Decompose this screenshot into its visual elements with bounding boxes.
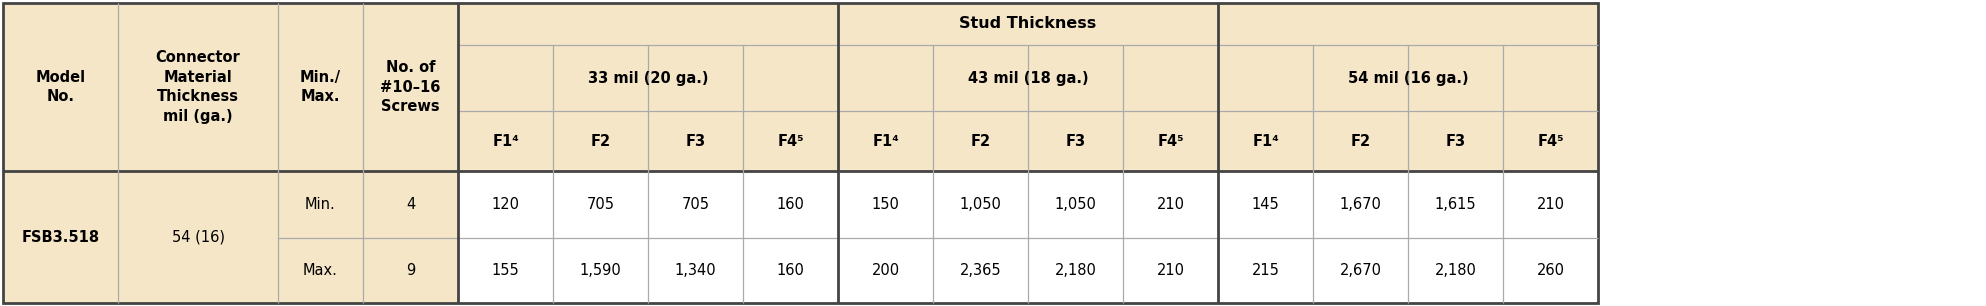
Text: 160: 160 <box>777 197 804 212</box>
Text: Stud Thickness: Stud Thickness <box>959 17 1096 32</box>
Text: F1⁴: F1⁴ <box>1251 133 1279 148</box>
Text: F4⁵: F4⁵ <box>777 133 804 148</box>
Text: F4⁵: F4⁵ <box>1158 133 1184 148</box>
Text: Max.: Max. <box>304 263 338 278</box>
Text: Min./
Max.: Min./ Max. <box>300 69 342 104</box>
Text: 2,670: 2,670 <box>1339 263 1382 278</box>
Text: 215: 215 <box>1251 263 1279 278</box>
Text: 210: 210 <box>1537 197 1565 212</box>
Text: 2,365: 2,365 <box>959 263 1001 278</box>
Text: F1⁴: F1⁴ <box>493 133 518 148</box>
Text: 9: 9 <box>405 263 415 278</box>
Text: 210: 210 <box>1156 197 1184 212</box>
Text: Min.: Min. <box>306 197 336 212</box>
Text: 2,180: 2,180 <box>1434 263 1476 278</box>
Text: 160: 160 <box>777 263 804 278</box>
Text: F3: F3 <box>1446 133 1466 148</box>
Text: 210: 210 <box>1156 263 1184 278</box>
Text: F1⁴: F1⁴ <box>872 133 900 148</box>
Bar <box>4 3 1599 303</box>
Text: 1,615: 1,615 <box>1434 197 1476 212</box>
Text: F2: F2 <box>971 133 991 148</box>
Text: F3: F3 <box>1064 133 1086 148</box>
Text: FSB3.518: FSB3.518 <box>22 230 99 244</box>
Text: 1,670: 1,670 <box>1341 197 1382 212</box>
Text: 1,340: 1,340 <box>675 263 717 278</box>
Bar <box>459 171 1599 303</box>
Text: 1,590: 1,590 <box>580 263 622 278</box>
Bar <box>4 3 1599 303</box>
Text: 155: 155 <box>493 263 520 278</box>
Text: 4: 4 <box>405 197 415 212</box>
Text: 120: 120 <box>491 197 520 212</box>
Text: F2: F2 <box>1350 133 1370 148</box>
Text: 705: 705 <box>586 197 614 212</box>
Text: 33 mil (20 ga.): 33 mil (20 ga.) <box>588 70 709 85</box>
Text: 43 mil (18 ga.): 43 mil (18 ga.) <box>967 70 1088 85</box>
Text: 200: 200 <box>872 263 900 278</box>
Text: No. of
#10–16
Screws: No. of #10–16 Screws <box>379 60 441 114</box>
Text: F4⁵: F4⁵ <box>1537 133 1563 148</box>
Text: 54 mil (16 ga.): 54 mil (16 ga.) <box>1348 70 1468 85</box>
Text: 705: 705 <box>681 197 709 212</box>
Text: Model
No.: Model No. <box>36 69 85 104</box>
Text: F3: F3 <box>685 133 705 148</box>
Text: 1,050: 1,050 <box>959 197 1001 212</box>
Text: 2,180: 2,180 <box>1055 263 1096 278</box>
Text: F2: F2 <box>590 133 610 148</box>
Text: 150: 150 <box>872 197 900 212</box>
Text: 54 (16): 54 (16) <box>171 230 224 244</box>
Text: 145: 145 <box>1251 197 1279 212</box>
Text: 1,050: 1,050 <box>1055 197 1096 212</box>
Text: 260: 260 <box>1537 263 1565 278</box>
Text: Connector
Material
Thickness
mil (ga.): Connector Material Thickness mil (ga.) <box>155 50 240 124</box>
